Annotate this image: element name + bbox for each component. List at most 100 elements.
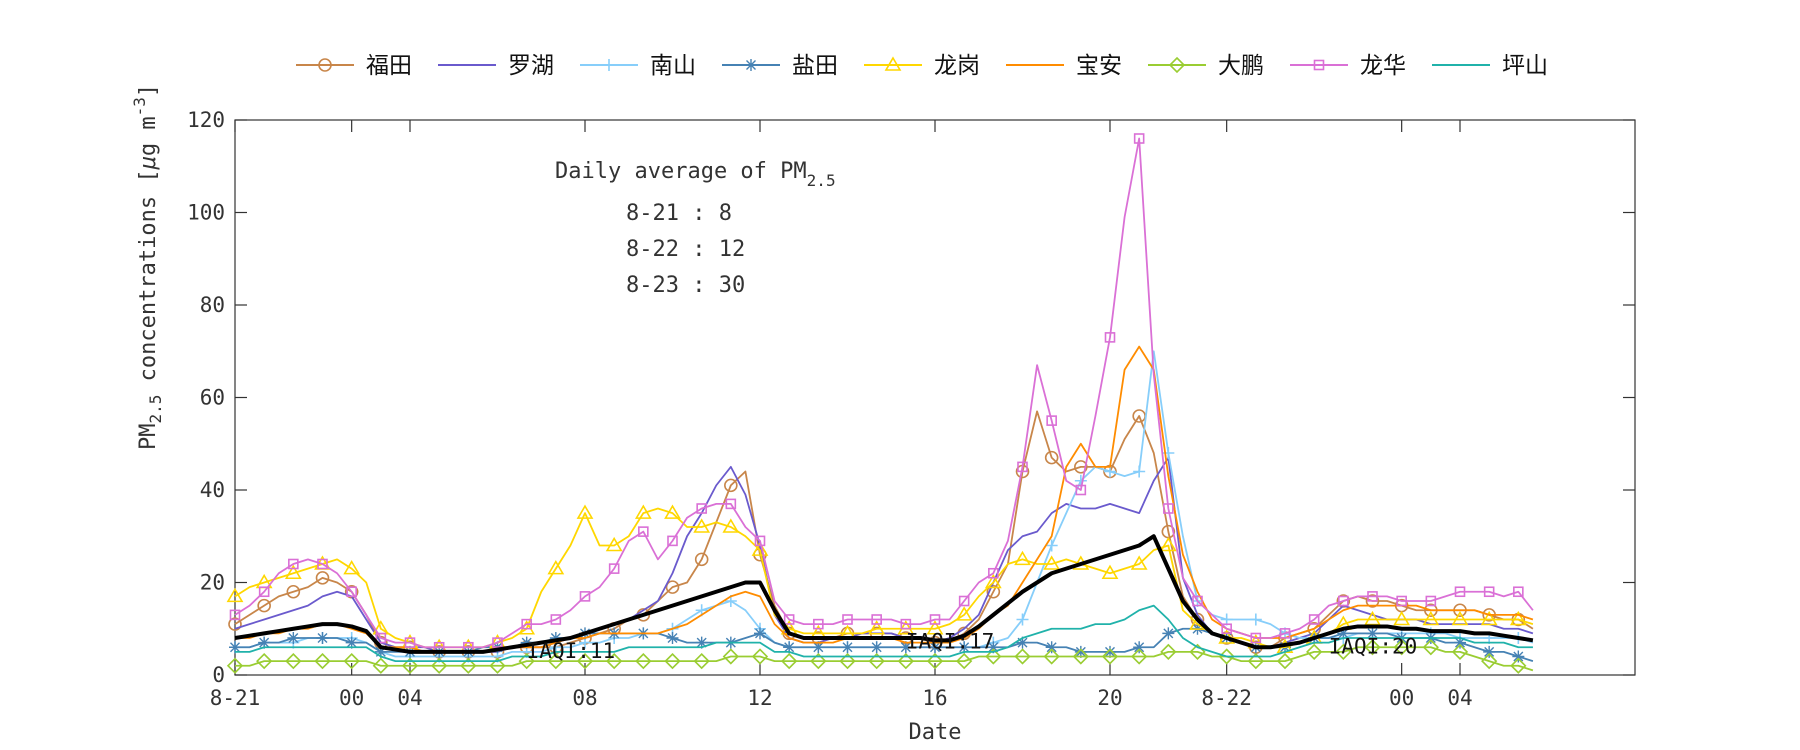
series-5-point (1480, 610, 1498, 626)
series-7-point (226, 657, 244, 674)
series-4-point (229, 641, 241, 654)
series-8-point (492, 637, 503, 648)
series-1-point (257, 598, 271, 613)
series-8-point (1075, 484, 1087, 496)
series-4-point (549, 632, 562, 644)
x-tick-label: 16 (922, 686, 947, 710)
series-4-point (287, 632, 300, 644)
series-5-point (926, 620, 944, 635)
series-8-point (1396, 595, 1407, 607)
series-8-point (1017, 461, 1028, 473)
series-4-point (1162, 627, 1175, 640)
series-7-point (1131, 648, 1148, 665)
series-7-point (1510, 657, 1527, 674)
series-8-point (871, 614, 882, 625)
series-5-point (547, 560, 565, 575)
legend-marker (745, 59, 757, 71)
legend-item-8: 龙华 (1290, 53, 1406, 79)
series-7-point (839, 652, 856, 670)
series-4-point (258, 636, 271, 649)
legend-item-2: 罗湖 (438, 53, 554, 79)
series-8-point (988, 567, 999, 579)
iaqi-label: IAQI:17 (906, 630, 995, 654)
y-tick-label: 20 (200, 571, 225, 595)
legend-marker (884, 56, 902, 71)
y-axis-label: PM2.5 concentrations [μg m-3] (130, 84, 165, 450)
series-4-point (374, 645, 387, 658)
series-7-point (1276, 652, 1294, 670)
series-8-point (842, 614, 853, 625)
series-8-point (696, 503, 707, 514)
series-1-line (234, 410, 1534, 653)
y-tick-label: 40 (200, 478, 225, 502)
series-7-point (576, 652, 594, 670)
series-7-point (810, 652, 827, 670)
series-8-point (1046, 415, 1057, 426)
series-5-point (1509, 610, 1527, 626)
legend-item-9: 坪山 (1432, 53, 1548, 79)
legend-label: 龙岗 (934, 53, 980, 79)
series-7-group (226, 639, 1534, 674)
y-tick-label: 100 (187, 201, 225, 225)
legend-marker (603, 59, 615, 71)
series-5-point (955, 606, 973, 621)
series-8-point (550, 614, 562, 625)
ylabel-sub: 2.5 (146, 395, 165, 424)
series-8-point (404, 637, 416, 648)
series-8-group (229, 133, 1534, 653)
series-5-point (984, 573, 1002, 589)
legend-marker (318, 58, 332, 72)
series-5-point (518, 620, 536, 635)
ylabel-close: ] (136, 84, 161, 97)
series-7-point (285, 652, 302, 670)
series-7-point (489, 657, 506, 674)
y-tick-label: 0 (212, 663, 225, 687)
legend-item-3: 南山 (580, 53, 696, 79)
series-8-point (288, 558, 299, 570)
series-8-point (1338, 595, 1349, 607)
series-3-point (1016, 613, 1029, 626)
legend-item-6: 宝安 (1006, 53, 1122, 79)
x-tick-label: 00 (339, 686, 364, 710)
series-5-point (343, 560, 361, 575)
series-7-point (1247, 652, 1264, 670)
series-5-point (576, 504, 594, 519)
series-4-point (812, 641, 825, 654)
x-tick-label: 8-21 (210, 686, 261, 710)
series-4-point (1483, 645, 1496, 658)
series-8-point (638, 526, 649, 537)
annotation-line-2: 8-22 : 12 (626, 237, 745, 262)
series-4-point (1104, 645, 1116, 658)
series-8-point (346, 586, 357, 598)
series-7-point (314, 652, 331, 670)
x-tick-label: 04 (397, 686, 422, 710)
x-tick-label: 08 (572, 686, 597, 710)
series-9-line (235, 604, 1533, 663)
iaqi-label: IAQI:20 (1329, 634, 1418, 658)
series-8-point (900, 618, 912, 630)
series-7-point (1451, 643, 1469, 661)
y-tick-label: 120 (187, 108, 225, 132)
series-7-point (897, 652, 914, 670)
series-7-point (1422, 639, 1439, 656)
series-4-point (841, 641, 854, 654)
series-1-point (228, 617, 242, 631)
legend-marker (1313, 59, 1325, 71)
series-8-point (521, 618, 532, 630)
series-7-point (1072, 648, 1089, 665)
series-8-point (1513, 586, 1524, 598)
series-7-point (1043, 648, 1060, 665)
series-4-point (1074, 645, 1087, 658)
series-7-point (1364, 639, 1381, 656)
legend-item-7: 大鹏 (1148, 53, 1264, 79)
series-8-point (579, 591, 591, 602)
series-4-point (783, 641, 796, 654)
series-1-point (315, 571, 330, 585)
series-4-point (666, 632, 679, 644)
series-8-point (1425, 595, 1437, 607)
legend-item-5: 龙岗 (864, 53, 980, 79)
series-8-point (1163, 503, 1174, 514)
series-8-point (317, 558, 328, 570)
plot-area: 0 20 40 60 80 100 120 8-21 00 04 08 12 16 20 8-22 00 04 I… (187, 108, 1636, 710)
